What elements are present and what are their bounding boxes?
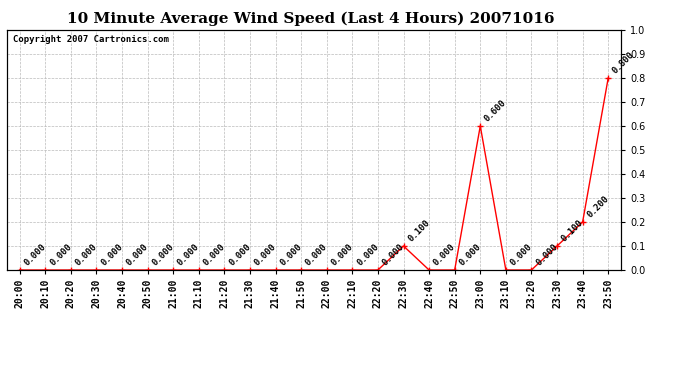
Text: 0.000: 0.000 <box>432 242 457 267</box>
Text: 0.000: 0.000 <box>150 242 176 267</box>
Text: 10 Minute Average Wind Speed (Last 4 Hours) 20071016: 10 Minute Average Wind Speed (Last 4 Hou… <box>67 11 554 26</box>
Text: 0.000: 0.000 <box>23 242 48 267</box>
Text: 0.000: 0.000 <box>355 242 380 267</box>
Text: 0.200: 0.200 <box>585 194 611 219</box>
Text: 0.000: 0.000 <box>48 242 73 267</box>
Text: 0.000: 0.000 <box>457 242 483 267</box>
Text: 0.000: 0.000 <box>227 242 253 267</box>
Text: 0.000: 0.000 <box>330 242 355 267</box>
Text: 0.000: 0.000 <box>74 242 99 267</box>
Text: 0.100: 0.100 <box>560 218 585 243</box>
Text: 0.100: 0.100 <box>406 218 432 243</box>
Text: 0.000: 0.000 <box>381 242 406 267</box>
Text: 0.000: 0.000 <box>509 242 534 267</box>
Text: 0.000: 0.000 <box>99 242 125 267</box>
Text: 0.600: 0.600 <box>483 98 509 123</box>
Text: 0.000: 0.000 <box>253 242 278 267</box>
Text: 0.000: 0.000 <box>201 242 227 267</box>
Text: 0.000: 0.000 <box>304 242 329 267</box>
Text: Copyright 2007 Cartronics.com: Copyright 2007 Cartronics.com <box>13 35 169 44</box>
Text: 0.000: 0.000 <box>534 242 560 267</box>
Text: 0.800: 0.800 <box>611 50 636 75</box>
Text: 0.000: 0.000 <box>125 242 150 267</box>
Text: 0.000: 0.000 <box>176 242 201 267</box>
Text: 0.000: 0.000 <box>278 242 304 267</box>
